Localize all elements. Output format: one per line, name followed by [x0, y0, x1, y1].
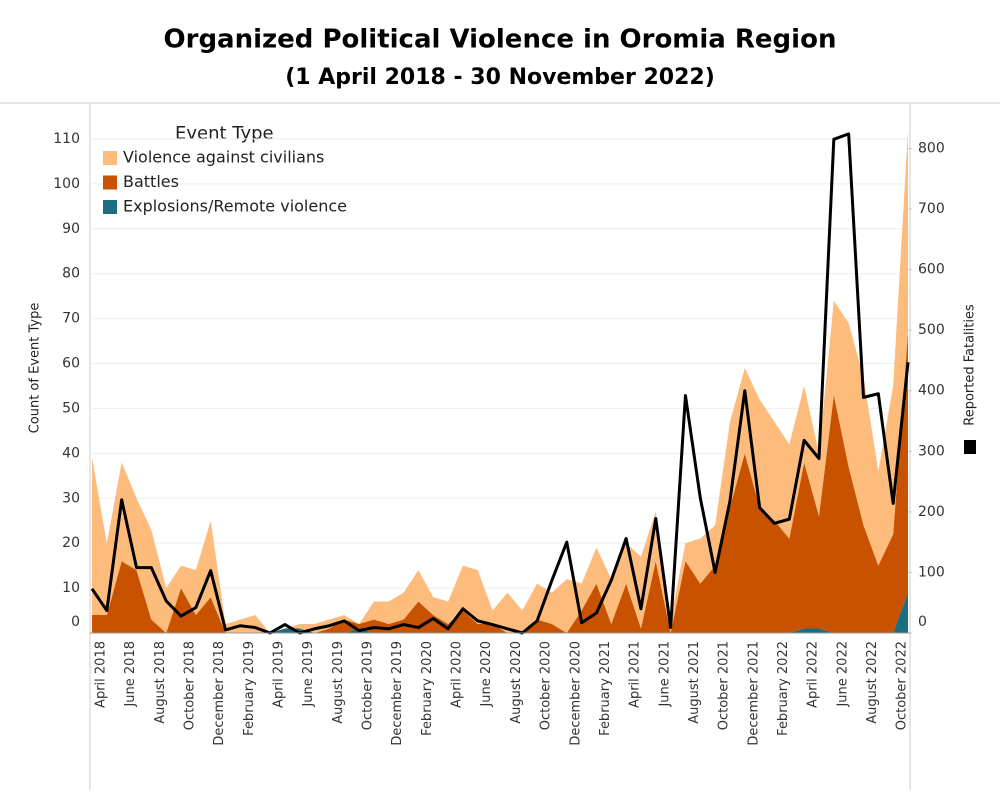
x-tick-label: August 2018: [153, 641, 168, 724]
line: [90, 132, 910, 635]
legend-text: Explosions/Remote violence: [123, 197, 347, 216]
y-axis-title: Count of Event Type: [28, 303, 43, 434]
y-tick-label: 30: [62, 490, 80, 506]
y2-tick-label: 200: [918, 504, 945, 520]
y-tick-label: 10: [62, 580, 80, 596]
x-tick-label: October 2018: [183, 641, 198, 730]
x-tick-label: December 2019: [390, 641, 405, 746]
x-tick-label: June 2022: [835, 641, 850, 708]
x-tick-label: February 2020: [420, 641, 435, 736]
y-tick-label: 50: [62, 400, 80, 416]
y2-tick-label: 300: [918, 443, 945, 459]
y2-tick-label: 800: [918, 140, 945, 156]
legend-text: Violence against civilians: [123, 148, 324, 167]
x-tick-label: June 2019: [301, 641, 316, 708]
x-tick-label: August 2021: [687, 641, 702, 724]
x-tick-label: October 2020: [539, 641, 554, 730]
x-tick-label: April 2021: [628, 641, 643, 708]
chart-title: Organized Political Violence in Oromia R…: [164, 25, 837, 55]
x-tick-label: December 2021: [746, 641, 761, 746]
x-tick-label: June 2018: [123, 641, 138, 708]
y2-tick-label: 700: [918, 201, 945, 217]
y-tick-label: 40: [62, 445, 80, 461]
x-tick-label: October 2022: [895, 641, 910, 730]
y-tick-label: 110: [53, 131, 80, 147]
y2-tick-label: 400: [918, 383, 945, 399]
x-tick-label: April 2020: [450, 641, 465, 708]
x-tick-label: February 2019: [242, 641, 257, 736]
legend-swatch: [103, 175, 117, 190]
y-tick-label: 70: [62, 311, 80, 327]
x-tick-label: April 2018: [94, 641, 109, 708]
x-tick-label: December 2018: [212, 641, 227, 746]
y2-tick-label: 600: [918, 262, 945, 278]
legend-text: Battles: [123, 172, 179, 191]
area: [92, 332, 908, 633]
legend-swatch: [103, 200, 117, 214]
y2-tick-label: 100: [918, 564, 945, 580]
x-tick-label: June 2020: [479, 641, 494, 708]
y-tick-label: 60: [62, 356, 80, 372]
y2-tick-label: 0: [918, 614, 927, 630]
y-tick-label: 20: [62, 535, 80, 551]
chart-subtitle: (1 April 2018 - 30 November 2022): [285, 65, 715, 90]
x-tick-label: June 2021: [657, 641, 672, 708]
y-tick-label: 90: [62, 221, 80, 237]
x-tick-label: February 2022: [776, 641, 791, 736]
y2-legend-swatch: [964, 440, 976, 454]
y-tick-label: 80: [62, 266, 80, 282]
x-tick-label: October 2021: [717, 641, 732, 730]
y2-tick-label: 500: [918, 322, 945, 338]
legend-title: Event Type: [175, 123, 274, 144]
x-tick-label: December 2020: [568, 641, 583, 746]
area: [92, 129, 908, 633]
x-tick-label: April 2019: [272, 641, 287, 708]
y-tick-label: 100: [53, 176, 80, 192]
y-tick-label: 0: [71, 614, 80, 630]
legend-swatch: [103, 151, 117, 165]
x-tick-label: August 2022: [865, 641, 880, 724]
x-tick-label: August 2020: [509, 641, 524, 724]
x-tick-label: April 2022: [806, 641, 821, 708]
x-tick-label: February 2021: [598, 641, 613, 736]
x-tick-label: August 2019: [331, 641, 346, 724]
x-tick-label: October 2019: [361, 641, 376, 730]
y2-axis-title: Reported Fatalities: [963, 304, 978, 426]
